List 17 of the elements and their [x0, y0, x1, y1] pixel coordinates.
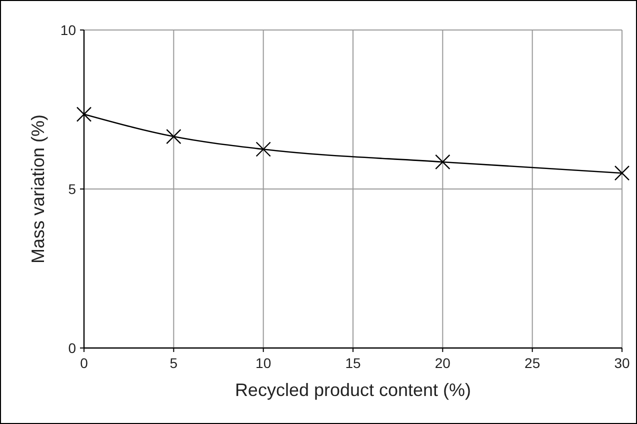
y-axis-title: Mass variation (%) [28, 114, 48, 264]
point [76, 106, 92, 122]
x-tick-label: 20 [434, 355, 451, 371]
point [614, 166, 630, 181]
x-tick-label: 25 [524, 355, 540, 371]
x-tick-label: 0 [80, 355, 88, 371]
point [166, 128, 182, 144]
x-tick-label: 30 [614, 355, 630, 371]
x-tick-label: 15 [345, 355, 361, 371]
x-axis-title: Recycled product content (%) [234, 380, 472, 400]
point [435, 154, 450, 170]
y-tick-label: 10 [60, 22, 76, 38]
x-tick-label: 10 [256, 355, 272, 371]
point [256, 142, 271, 157]
x-tick-label: 5 [170, 355, 178, 371]
y-tick-label: 0 [68, 340, 76, 356]
y-tick-label: 5 [68, 181, 76, 197]
